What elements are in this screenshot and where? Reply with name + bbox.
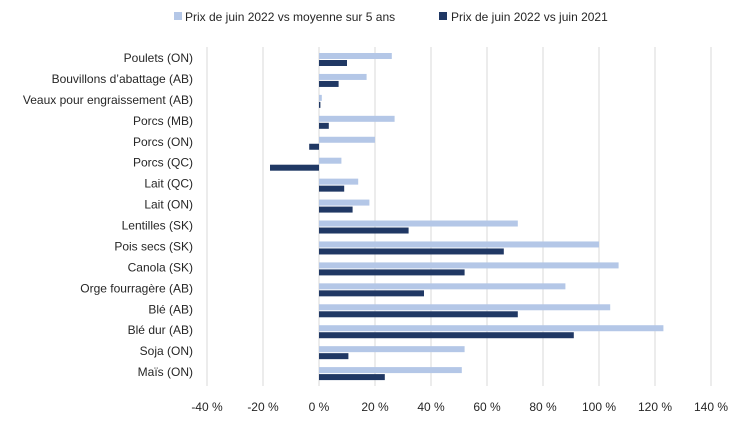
category-labels: Poulets (ON) Bouvillons d’abattage (AB) Ve… — [23, 51, 193, 379]
category-label: Veaux pour engraissement (AB) — [23, 93, 193, 107]
x-tick-label: -20 % — [247, 400, 279, 414]
category-label: Canola (SK) — [128, 260, 193, 274]
legend-swatch-series-1 — [174, 12, 182, 20]
bar-series-1 — [319, 325, 664, 332]
bar-series-1 — [319, 73, 367, 80]
bar-series-2 — [319, 353, 349, 360]
bar-series-2 — [319, 290, 424, 297]
bar-series-2 — [319, 185, 345, 192]
bar-series-1 — [319, 262, 619, 269]
category-label: Soja (ON) — [140, 344, 193, 358]
bar-series-1 — [319, 220, 518, 227]
bar-series-2 — [319, 101, 321, 108]
bar-series-2 — [319, 60, 347, 66]
category-label: Lait (QC) — [144, 177, 193, 191]
bar-series-1 — [319, 304, 611, 311]
bar-series-2 — [319, 227, 409, 234]
bar-series-1 — [319, 94, 322, 101]
bar-series-1 — [319, 115, 395, 122]
bar-series-2 — [319, 122, 329, 129]
bar-series-1 — [319, 346, 465, 353]
bar-series-1 — [319, 199, 370, 206]
x-tick-label: 60 % — [473, 400, 501, 414]
category-label: Poulets (ON) — [124, 51, 193, 65]
bar-series-1 — [319, 367, 462, 374]
category-label: Lait (ON) — [144, 198, 193, 212]
x-tick-label: 140 % — [694, 400, 728, 414]
bar-series-1 — [319, 178, 359, 185]
bar-series-1 — [319, 157, 342, 164]
bar-series-1 — [319, 283, 566, 290]
bar-series-2 — [319, 332, 574, 339]
bar-series-2 — [319, 206, 353, 213]
category-label: Porcs (QC) — [133, 156, 193, 170]
legend-swatch-series-2 — [439, 12, 447, 20]
category-label: Maïs (ON) — [138, 365, 193, 379]
bar-series-2 — [319, 248, 504, 255]
legend: Prix de juin 2022 vs moyenne sur 5 ans P… — [174, 10, 608, 24]
x-tick-label: 80 % — [529, 400, 557, 414]
bar-series-2 — [319, 374, 385, 381]
bar-series-2 — [319, 80, 339, 87]
legend-label-series-2: Prix de juin 2022 vs juin 2021 — [451, 10, 608, 24]
x-axis-tick-labels: -40 % -20 % 0 % 20 % 40 % 60 % 80 % 100 % 120 % 1… — [191, 400, 728, 414]
category-label: Porcs (ON) — [133, 135, 193, 149]
x-tick-label: 20 % — [361, 400, 389, 414]
category-label: Blé dur (AB) — [128, 323, 193, 337]
x-tick-label: 40 % — [417, 400, 445, 414]
bar-series-1 — [319, 136, 375, 143]
bars — [270, 53, 664, 381]
legend-label-series-1: Prix de juin 2022 vs moyenne sur 5 ans — [185, 10, 395, 24]
category-label: Pois secs (SK) — [114, 239, 193, 253]
category-label: Orge fourragère (AB) — [80, 281, 193, 295]
category-label: Porcs (MB) — [133, 114, 193, 128]
bar-series-2 — [319, 311, 518, 318]
category-label: Lentilles (SK) — [122, 219, 193, 233]
bar-series-2 — [319, 269, 465, 276]
x-tick-label: 0 % — [309, 400, 330, 414]
bar-series-2 — [309, 143, 319, 150]
x-tick-label: 120 % — [638, 400, 672, 414]
x-tick-label: 100 % — [582, 400, 616, 414]
category-label: Blé (AB) — [148, 302, 193, 316]
bar-series-1 — [319, 241, 599, 248]
bar-series-2 — [270, 164, 319, 171]
category-label: Bouvillons d’abattage (AB) — [52, 72, 193, 86]
bar-series-1 — [319, 53, 392, 59]
x-tick-label: -40 % — [191, 400, 223, 414]
